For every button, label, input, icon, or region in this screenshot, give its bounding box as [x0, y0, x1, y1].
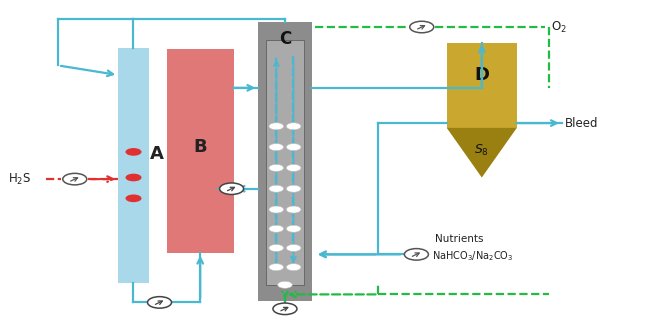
Bar — [258, 22, 312, 301]
Circle shape — [125, 194, 141, 202]
Text: A: A — [150, 145, 163, 163]
Bar — [447, 43, 517, 128]
Circle shape — [147, 297, 172, 308]
Text: $S_8$: $S_8$ — [474, 143, 489, 158]
Circle shape — [277, 281, 292, 288]
Circle shape — [286, 245, 301, 252]
Circle shape — [269, 245, 283, 252]
Circle shape — [286, 164, 301, 172]
Circle shape — [125, 148, 141, 156]
Circle shape — [125, 174, 141, 181]
Circle shape — [269, 143, 283, 151]
Text: NaHCO$_3$/Na$_2$CO$_3$: NaHCO$_3$/Na$_2$CO$_3$ — [431, 249, 513, 263]
Text: B: B — [194, 138, 207, 156]
Circle shape — [269, 123, 283, 130]
Circle shape — [269, 206, 283, 213]
Circle shape — [220, 183, 244, 194]
Circle shape — [273, 303, 297, 315]
Bar — [167, 49, 234, 253]
Circle shape — [269, 185, 283, 192]
Text: Bleed: Bleed — [565, 117, 599, 130]
Circle shape — [269, 264, 283, 271]
Circle shape — [63, 173, 87, 185]
Circle shape — [286, 123, 301, 130]
Circle shape — [286, 264, 301, 271]
Bar — [265, 40, 304, 286]
Circle shape — [269, 164, 283, 172]
Bar — [118, 48, 149, 283]
Text: O$_2$: O$_2$ — [551, 19, 566, 35]
Circle shape — [286, 143, 301, 151]
Text: Nutrients: Nutrients — [435, 234, 484, 244]
Text: D: D — [474, 66, 489, 84]
Circle shape — [410, 21, 433, 33]
Circle shape — [286, 185, 301, 192]
Text: H$_2$S: H$_2$S — [8, 172, 31, 187]
Circle shape — [286, 225, 301, 232]
Polygon shape — [447, 128, 517, 178]
Circle shape — [286, 206, 301, 213]
Circle shape — [269, 225, 283, 232]
Circle shape — [405, 249, 428, 260]
Text: C: C — [279, 30, 291, 48]
